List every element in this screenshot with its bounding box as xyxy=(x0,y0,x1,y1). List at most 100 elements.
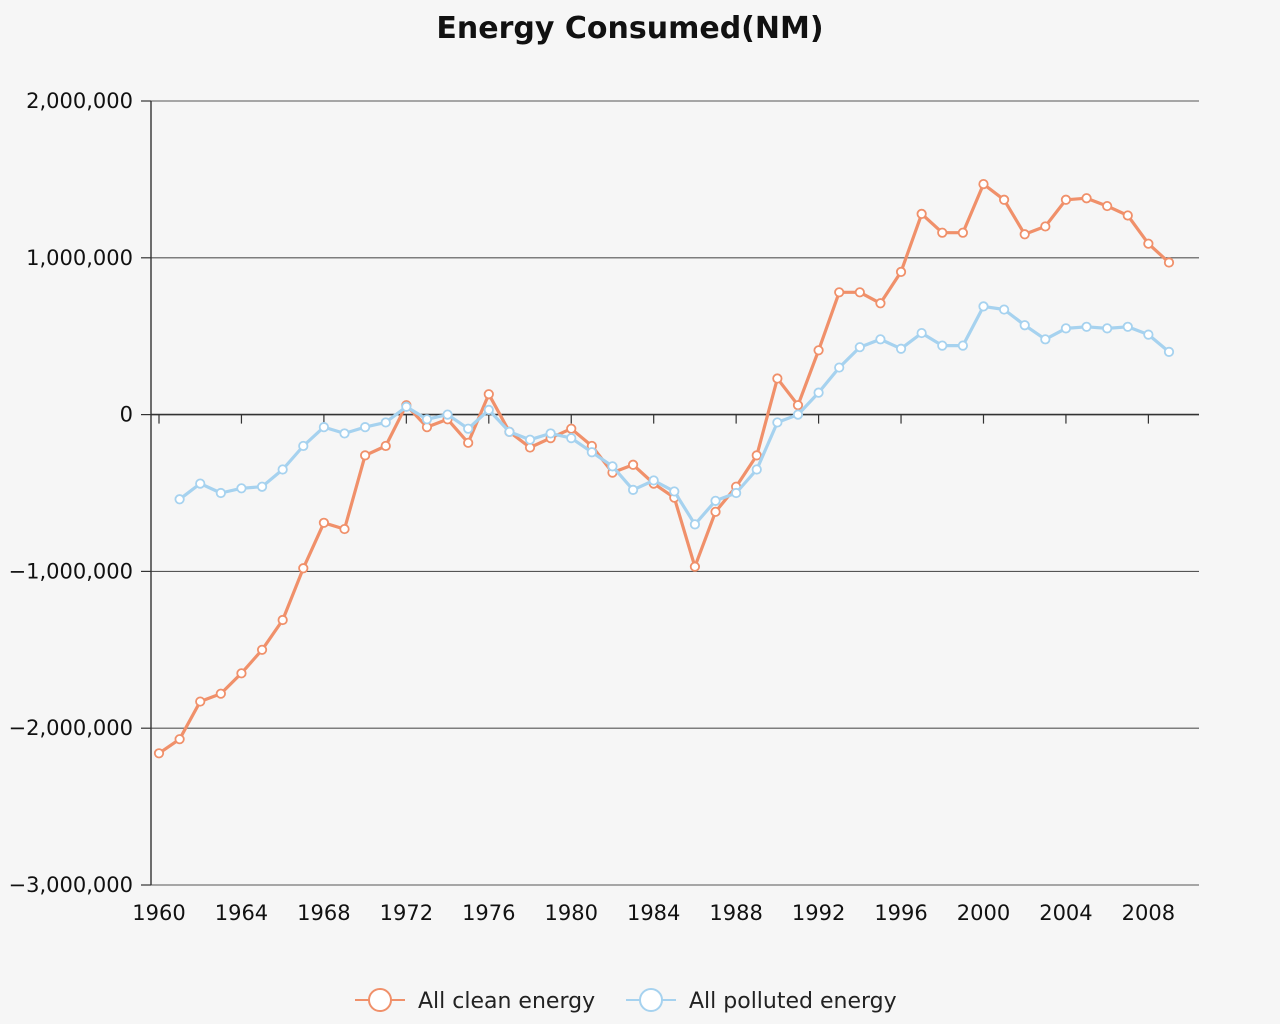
data-point[interactable] xyxy=(627,484,639,495)
data-point[interactable] xyxy=(916,208,927,219)
x-tick-label: 2004 xyxy=(1039,901,1092,925)
data-point[interactable] xyxy=(792,409,804,420)
y-tick-label: −1,000,000 xyxy=(9,559,133,583)
data-point[interactable] xyxy=(483,389,494,400)
legend-label: All clean energy xyxy=(418,989,595,1014)
data-point[interactable] xyxy=(1102,323,1113,334)
data-point[interactable] xyxy=(545,428,556,439)
data-point[interactable] xyxy=(978,179,989,190)
data-point[interactable] xyxy=(380,440,391,452)
data-point[interactable] xyxy=(586,447,597,458)
data-point[interactable] xyxy=(937,340,948,351)
data-point[interactable] xyxy=(895,266,907,278)
data-point[interactable] xyxy=(401,401,412,412)
data-point[interactable] xyxy=(1040,334,1051,345)
data-point[interactable] xyxy=(999,304,1010,315)
data-point[interactable] xyxy=(1143,329,1154,340)
data-point[interactable] xyxy=(318,517,329,528)
data-point[interactable] xyxy=(195,696,206,707)
x-tick-label: 2008 xyxy=(1122,901,1175,925)
data-point[interactable] xyxy=(215,487,226,499)
data-point[interactable] xyxy=(318,422,329,433)
y-tick-label: −3,000,000 xyxy=(9,873,133,897)
data-point[interactable] xyxy=(380,417,391,428)
data-point[interactable] xyxy=(1019,229,1030,240)
data-point[interactable] xyxy=(215,688,226,699)
data-point[interactable] xyxy=(1102,200,1113,212)
data-point[interactable] xyxy=(524,434,536,445)
data-point[interactable] xyxy=(916,327,927,339)
data-point[interactable] xyxy=(153,748,165,759)
data-point[interactable] xyxy=(1060,323,1072,334)
data-point[interactable] xyxy=(607,461,618,472)
data-point[interactable] xyxy=(999,194,1010,205)
data-point[interactable] xyxy=(339,428,350,439)
data-point[interactable] xyxy=(339,523,350,535)
data-point[interactable] xyxy=(1163,257,1175,268)
data-point[interactable] xyxy=(772,417,783,428)
x-tick-label: 1960 xyxy=(132,901,185,925)
data-point[interactable] xyxy=(256,481,268,492)
data-point[interactable] xyxy=(360,422,371,433)
data-point[interactable] xyxy=(772,373,783,384)
data-point[interactable] xyxy=(195,478,206,489)
data-point[interactable] xyxy=(875,334,886,345)
data-point[interactable] xyxy=(1040,221,1051,232)
data-point[interactable] xyxy=(751,450,762,461)
data-point[interactable] xyxy=(854,287,865,298)
data-point[interactable] xyxy=(236,668,247,679)
data-point[interactable] xyxy=(174,734,185,745)
data-point[interactable] xyxy=(1143,238,1154,249)
data-point[interactable] xyxy=(463,437,474,448)
data-point[interactable] xyxy=(298,563,309,574)
data-point[interactable] xyxy=(256,644,268,655)
data-point[interactable] xyxy=(731,487,742,499)
data-point[interactable] xyxy=(421,414,433,425)
data-point[interactable] xyxy=(813,387,824,398)
data-point[interactable] xyxy=(689,561,701,572)
data-point[interactable] xyxy=(1060,194,1072,205)
data-point[interactable] xyxy=(957,227,968,238)
data-point[interactable] xyxy=(710,506,721,517)
legend-item[interactable]: All clean energy xyxy=(355,988,595,1014)
data-point[interactable] xyxy=(1163,346,1175,357)
data-point[interactable] xyxy=(463,423,474,434)
data-point[interactable] xyxy=(978,301,989,312)
axes: 2,000,000 1,000,000 0 −1,000,000 −2,000,000 −… xyxy=(9,89,1176,925)
data-point[interactable] xyxy=(1081,321,1092,332)
data-point[interactable] xyxy=(957,340,968,351)
data-point[interactable] xyxy=(1122,210,1133,221)
data-point[interactable] xyxy=(710,495,721,506)
data-point[interactable] xyxy=(648,475,659,486)
data-point[interactable] xyxy=(854,342,865,353)
data-point[interactable] xyxy=(627,459,639,470)
data-point[interactable] xyxy=(751,464,762,475)
data-point[interactable] xyxy=(277,614,288,626)
data-point[interactable] xyxy=(937,227,948,238)
data-point[interactable] xyxy=(669,486,680,497)
data-point[interactable] xyxy=(566,423,577,434)
data-point[interactable] xyxy=(277,464,288,475)
data-point[interactable] xyxy=(895,343,907,354)
legend[interactable]: All clean energy All polluted energy xyxy=(355,988,897,1014)
data-point[interactable] xyxy=(813,345,824,356)
data-point[interactable] xyxy=(174,494,185,505)
data-point[interactable] xyxy=(1081,193,1092,204)
data-point[interactable] xyxy=(875,298,886,309)
data-point[interactable] xyxy=(566,433,577,444)
x-tick-label: 1976 xyxy=(462,901,515,925)
data-point[interactable] xyxy=(298,440,309,452)
data-point[interactable] xyxy=(834,362,845,373)
data-point[interactable] xyxy=(1122,321,1133,332)
data-point[interactable] xyxy=(483,404,494,415)
data-point[interactable] xyxy=(792,400,804,411)
data-point[interactable] xyxy=(834,287,845,298)
legend-item[interactable]: All polluted energy xyxy=(626,988,897,1014)
data-point[interactable] xyxy=(442,409,453,420)
data-point[interactable] xyxy=(689,519,701,530)
x-tick-label: 1992 xyxy=(792,901,845,925)
data-point[interactable] xyxy=(360,450,371,461)
data-point[interactable] xyxy=(236,483,247,494)
data-point[interactable] xyxy=(504,426,515,437)
data-point[interactable] xyxy=(1019,320,1030,331)
